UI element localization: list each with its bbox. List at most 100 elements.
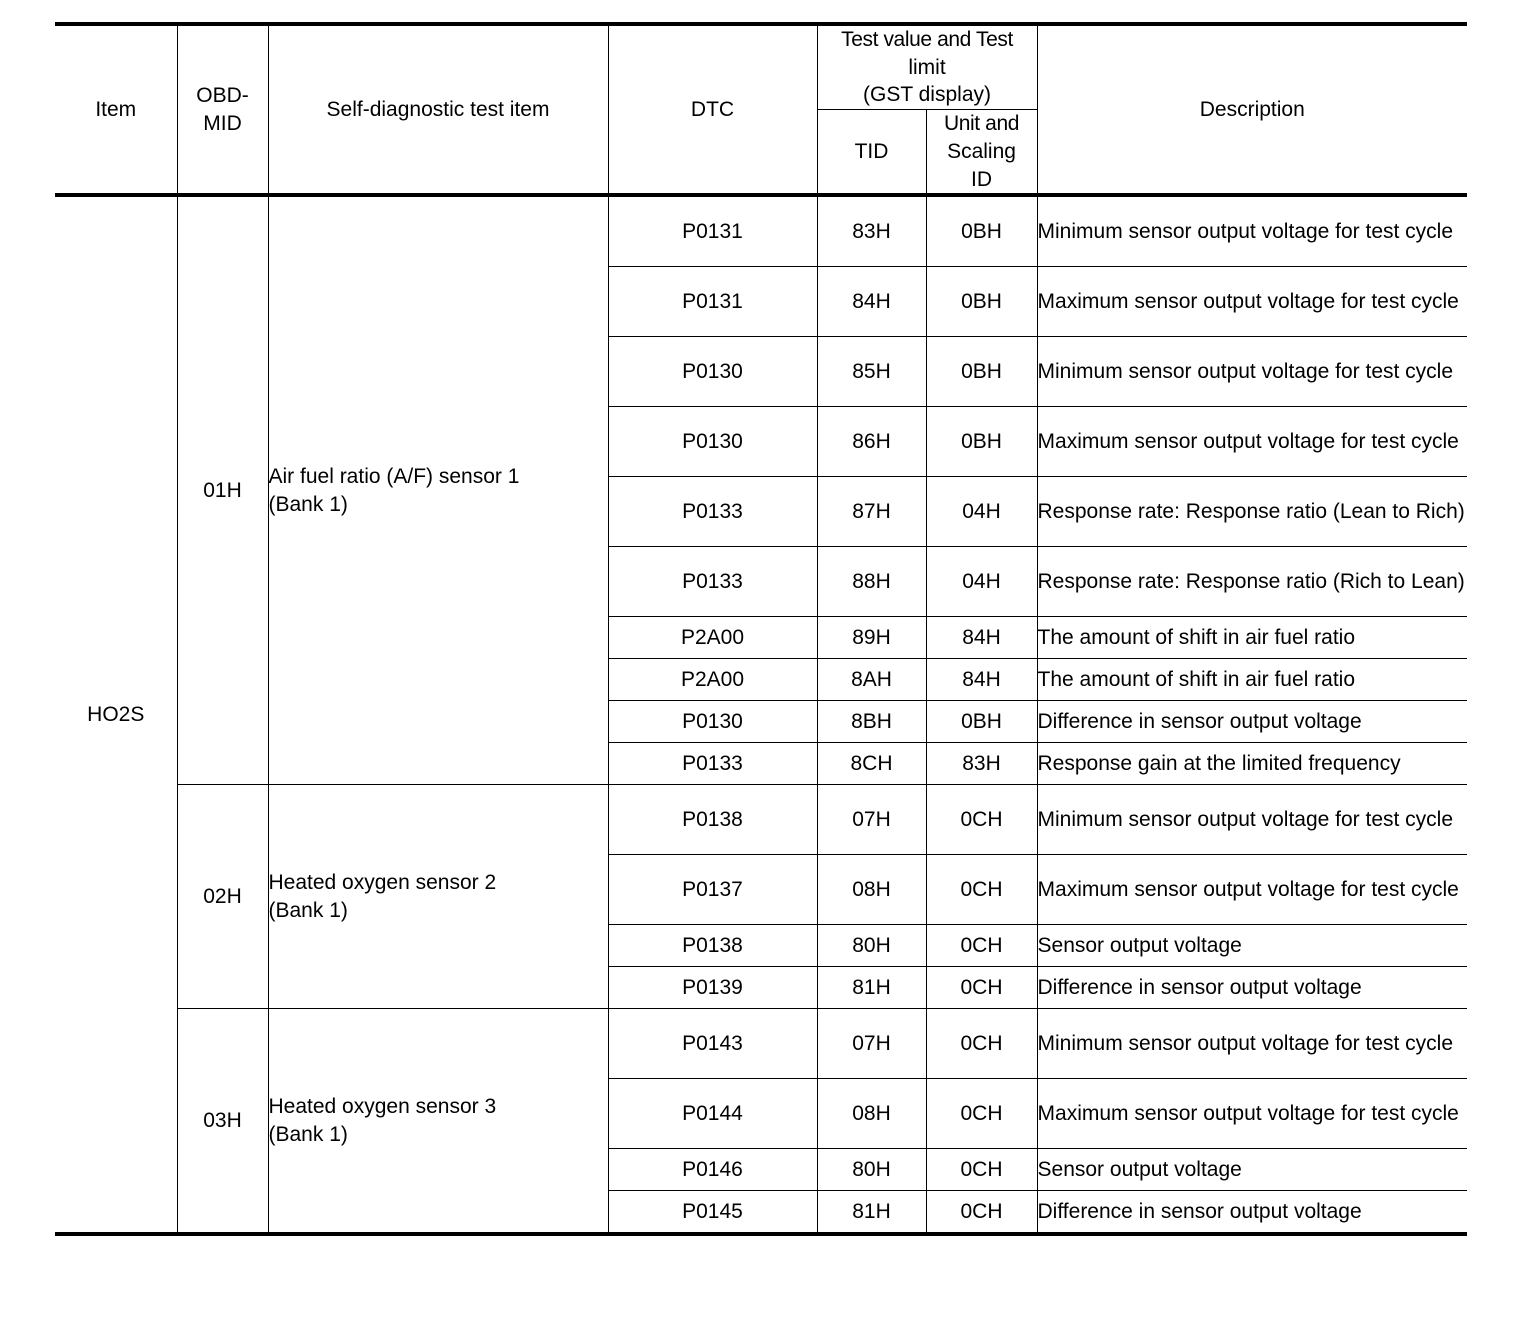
cell-description-value: Minimum sensor output voltage for test c… <box>1037 807 1454 831</box>
table-row: P0145 81H 0CH Difference in sensor output v… <box>55 1190 1468 1237</box>
cell-self-diagnostic-test-item: Heated oxygen sensor 3 (Bank 1) <box>267 1008 609 1237</box>
cell-description-value: Response rate: Response ratio (Rich to L… <box>1037 569 1465 593</box>
cell-description: Sensor output voltage <box>1036 1148 1468 1192</box>
cell-description-value: Maximum sensor output voltage for test c… <box>1037 289 1459 313</box>
header-obd-mid-line2: MID <box>203 111 242 135</box>
table-body: HO2S 01H Air fuel ratio (A/F) sensor 1 (Ban… <box>55 193 1468 1237</box>
cell-description: The amount of shift in air fuel ratio <box>1036 658 1468 702</box>
header-obd-mid-line1: OBD- <box>196 83 249 107</box>
cell-dtc-value: P0130 <box>682 709 743 733</box>
cell-dtc-value: P0133 <box>682 751 743 775</box>
cell-dtc: P0143 <box>607 1008 818 1080</box>
cell-tid: 83H <box>816 193 927 268</box>
cell-description-value: Sensor output voltage <box>1037 1157 1242 1181</box>
cell-tid-value: 8AH <box>851 667 892 691</box>
cell-unit-value: 04H <box>962 499 1001 523</box>
header-dtc: DTC <box>607 21 818 196</box>
cell-description: Sensor output voltage <box>1036 924 1468 968</box>
cell-item-ho2s: HO2S <box>55 193 178 1237</box>
cell-description: Difference in sensor output voltage <box>1036 700 1468 744</box>
cell-dtc: P2A00 <box>608 658 818 702</box>
cell-dtc: P0137 <box>608 854 818 926</box>
cell-dtc-value: P2A00 <box>680 667 745 691</box>
cell-unit: 0BH <box>925 193 1038 268</box>
cell-tid-value: 07H <box>852 807 891 831</box>
cell-unit: 0BH <box>925 266 1038 338</box>
header-obd-mid: OBD- MID <box>176 21 269 196</box>
cell-description: Difference in sensor output voltage <box>1036 966 1468 1010</box>
cell-unit: 84H <box>925 658 1038 702</box>
cell-unit-value: 0CH <box>960 807 1003 831</box>
cell-tid-value: 8BH <box>851 709 892 733</box>
table-row: P0138 80H 0CH Sensor output voltage <box>55 924 1468 968</box>
cell-tid: 80H <box>816 924 927 968</box>
cell-description-value: Maximum sensor output voltage for test c… <box>1037 429 1459 453</box>
cell-unit-value: 0CH <box>960 1157 1003 1181</box>
header-item-label: Item <box>95 97 137 121</box>
cell-unit-value: 0BH <box>961 359 1002 383</box>
cell-tid-value: 80H <box>852 1157 891 1181</box>
cell-description: Response rate: Response ratio (Lean to R… <box>1036 476 1468 548</box>
cell-tid-value: 07H <box>852 1031 891 1055</box>
cell-tid: 87H <box>816 476 927 548</box>
cell-dtc-value: P0138 <box>682 807 743 831</box>
cell-tid: 88H <box>816 546 927 618</box>
header-unit-scaling-line3: ID <box>971 167 992 191</box>
cell-tid-value: 84H <box>852 289 891 313</box>
cell-unit-value: 0CH <box>960 1031 1003 1055</box>
cell-obd-mid-03H: 03H <box>177 1008 269 1237</box>
cell-tid: 08H <box>816 854 927 926</box>
cell-description: Response rate: Response ratio (Rich to L… <box>1036 546 1468 618</box>
cell-description-value: Difference in sensor output voltage <box>1037 1199 1362 1223</box>
test-item-line-1: Heated oxygen sensor 2 <box>268 871 497 895</box>
cell-obd-mid-01H: 01H <box>176 193 269 786</box>
obd-mid-value: 01H <box>203 478 242 502</box>
header-test-value-and-limit: Test value and Test limit (GST display) <box>816 22 1038 111</box>
cell-unit-value: 04H <box>962 569 1001 593</box>
cell-self-diagnostic-test-item: Air fuel ratio (A/F) sensor 1 (Bank 1) <box>267 193 609 786</box>
cell-tid-value: 81H <box>852 1199 891 1223</box>
cell-dtc: P0146 <box>608 1148 818 1192</box>
header-test-value-line1: Test value and Test <box>841 28 1013 51</box>
cell-tid-value: 86H <box>852 429 891 453</box>
cell-tid-value: 87H <box>852 499 891 523</box>
obd-mid-value: 02H <box>203 884 242 908</box>
table-row: P0131 84H 0BH Maximum sensor output voltage… <box>55 266 1468 338</box>
cell-unit-value: 84H <box>962 625 1001 649</box>
cell-description-value: The amount of shift in air fuel ratio <box>1037 667 1356 691</box>
cell-self-diagnostic-test-item: Heated oxygen sensor 2 (Bank 1) <box>267 784 609 1010</box>
cell-unit-value: 0CH <box>960 1199 1003 1223</box>
table-row: P0133 87H 04H Response rate: Response ratio… <box>55 476 1468 548</box>
cell-tid: 8AH <box>816 658 927 702</box>
cell-description-value: Response rate: Response ratio (Lean to R… <box>1037 499 1465 523</box>
header-test-value-line2: limit <box>908 55 946 79</box>
cell-dtc-value: P0143 <box>682 1031 743 1055</box>
table-row: P0130 85H 0BH Minimum sensor output voltage… <box>55 336 1468 408</box>
header-description-label: Description <box>1199 97 1305 121</box>
test-item-line-1: Heated oxygen sensor 3 <box>268 1095 497 1119</box>
cell-description-value: Minimum sensor output voltage for test c… <box>1037 1031 1454 1055</box>
cell-dtc: P0130 <box>608 406 818 478</box>
cell-dtc-value: P0139 <box>682 975 743 999</box>
cell-dtc: P0144 <box>608 1078 818 1150</box>
test-item-line-1: Air fuel ratio (A/F) sensor 1 <box>268 465 520 489</box>
header-unit-scaling-id: Unit and Scaling ID <box>925 109 1038 196</box>
cell-tid: 08H <box>816 1078 927 1150</box>
cell-description: Response gain at the limited frequency <box>1036 742 1468 786</box>
cell-unit: 04H <box>925 476 1038 548</box>
cell-unit-value: 0BH <box>961 219 1002 243</box>
test-item-line-2: (Bank 1) <box>268 1122 348 1146</box>
cell-unit-value: 0BH <box>961 289 1002 313</box>
cell-description: Maximum sensor output voltage for test c… <box>1036 854 1468 926</box>
header-tid: TID <box>817 109 927 196</box>
cell-tid: 8CH <box>816 742 927 786</box>
cell-description: Difference in sensor output voltage <box>1036 1190 1468 1237</box>
test-item-line-2: (Bank 1) <box>268 492 348 516</box>
cell-description-value: Maximum sensor output voltage for test c… <box>1037 877 1459 901</box>
cell-unit: 0CH <box>925 784 1038 856</box>
cell-description: Minimum sensor output voltage for test c… <box>1036 193 1468 268</box>
table-row: 03H Heated oxygen sensor 3 (Bank 1) P0143 07… <box>55 1008 1468 1237</box>
cell-tid: 89H <box>816 616 927 660</box>
cell-dtc-value: P0130 <box>682 359 743 383</box>
